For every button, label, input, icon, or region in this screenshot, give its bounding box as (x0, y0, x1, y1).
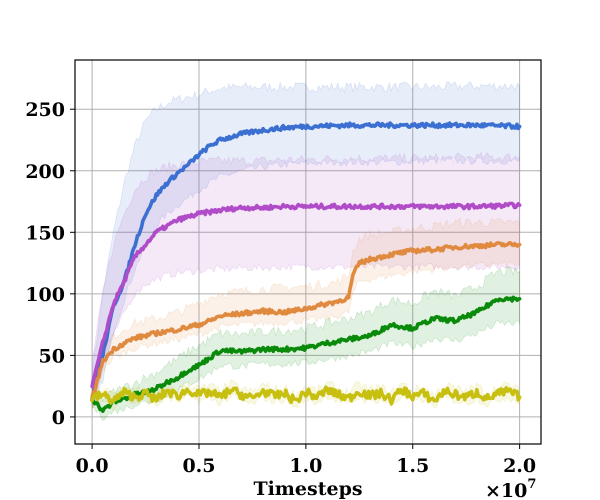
series-line (90, 121, 522, 402)
series-line (90, 295, 522, 413)
series-line (90, 201, 522, 389)
x-tick-label: 1.0 (289, 455, 322, 477)
x-tick-label: 0.0 (76, 455, 109, 477)
confidence-band (91, 265, 520, 422)
x-axis-label: Timesteps (253, 478, 362, 500)
y-tick-label: 200 (25, 161, 65, 183)
confidence-band (91, 80, 520, 409)
y-tick-label: 100 (25, 284, 65, 306)
y-tick-label: 150 (25, 222, 65, 244)
y-tick-label: 0 (52, 407, 65, 429)
series-line (90, 241, 522, 399)
x-tick-label: 0.5 (182, 455, 215, 477)
series-lines (90, 121, 522, 413)
confidence-band (91, 151, 520, 407)
multiplier-base: ×10 (485, 480, 527, 500)
grid (75, 60, 541, 444)
x-tick-label: 1.5 (396, 455, 429, 477)
y-tick-label: 50 (39, 345, 65, 367)
x-axis-ticks: 0.0 0.5 1.0 1.5 2.0 (76, 444, 536, 477)
series-line (90, 385, 522, 406)
x-tick-label: 2.0 (503, 455, 536, 477)
y-axis-ticks: 0 50 100 150 200 250 (25, 99, 75, 429)
y-tick-label: 250 (25, 99, 65, 121)
x-axis-multiplier: ×107 (485, 477, 536, 500)
multiplier-exponent: 7 (527, 477, 536, 492)
confidence-band (91, 217, 520, 411)
plot-frame (74, 59, 542, 445)
